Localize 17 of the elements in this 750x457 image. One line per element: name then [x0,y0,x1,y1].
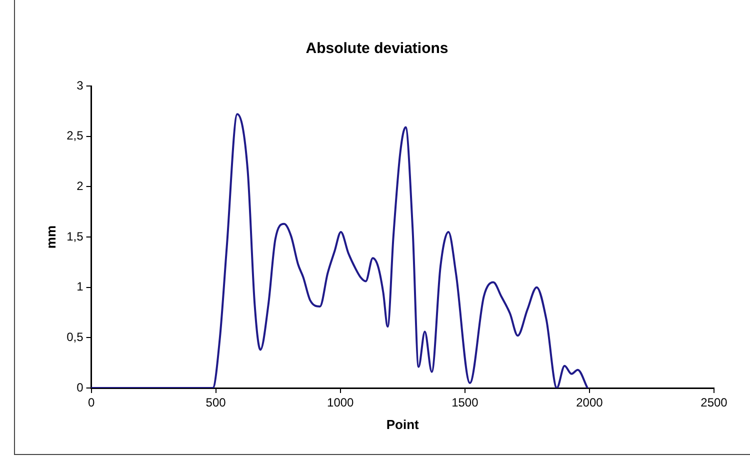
x-axis-title: Point [386,416,420,432]
y-tick-label: 1 [76,280,84,294]
x-tick-label: 500 [206,396,226,410]
y-tick-label: 0,5 [66,330,84,344]
y-axis-title: mm [43,225,58,249]
y-tick-label: 2 [76,178,84,193]
x-tick-label: 1500 [452,396,479,410]
y-tick-label: 2,5 [66,128,84,143]
x-tick-label: 0 [88,396,95,410]
x-tick-label: 2000 [576,396,604,410]
x-tick-label: 1000 [327,396,354,410]
x-tick-label: 2500 [700,396,728,410]
line-series [91,113,588,388]
chart-title: Absolute deviations [306,40,448,58]
y-tick-label: 1,5 [66,229,84,244]
y-tick-label: 3 [76,78,84,92]
y-tick-label: 0 [76,380,84,394]
